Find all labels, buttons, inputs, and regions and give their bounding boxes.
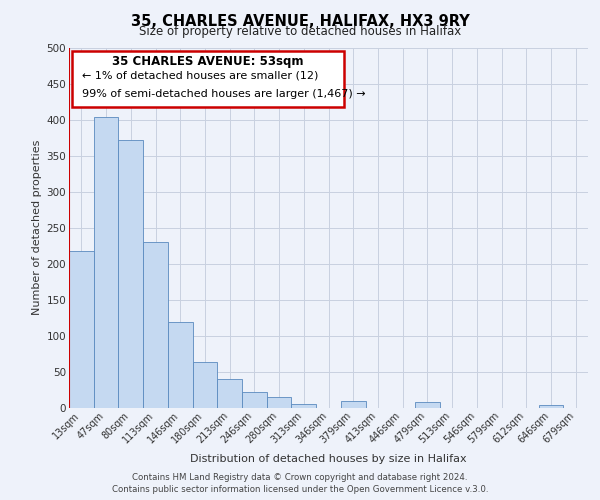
Bar [217,380,242,407]
Bar [341,401,365,407]
Text: Size of property relative to detached houses in Halifax: Size of property relative to detached ho… [139,25,461,38]
Text: 35, CHARLES AVENUE, HALIFAX, HX3 9RY: 35, CHARLES AVENUE, HALIFAX, HX3 9RY [131,14,469,29]
Bar [94,118,118,408]
Text: 35 CHARLES AVENUE: 53sqm: 35 CHARLES AVENUE: 53sqm [112,54,304,68]
Text: 99% of semi-detached houses are larger (1,467) →: 99% of semi-detached houses are larger (… [82,89,365,99]
Y-axis label: Number of detached properties: Number of detached properties [32,140,43,315]
Bar [539,406,563,407]
Text: ← 1% of detached houses are smaller (12): ← 1% of detached houses are smaller (12) [82,71,319,81]
Bar [292,404,316,407]
FancyBboxPatch shape [71,51,344,107]
Bar [193,362,217,408]
Bar [168,322,193,408]
Bar [118,140,143,407]
X-axis label: Distribution of detached houses by size in Halifax: Distribution of detached houses by size … [190,454,467,464]
Text: Contains public sector information licensed under the Open Government Licence v.: Contains public sector information licen… [112,485,488,494]
Bar [242,392,267,407]
Bar [267,398,292,407]
Text: Contains HM Land Registry data © Crown copyright and database right 2024.: Contains HM Land Registry data © Crown c… [132,472,468,482]
Bar [143,242,168,408]
Bar [415,402,440,407]
Bar [69,252,94,408]
